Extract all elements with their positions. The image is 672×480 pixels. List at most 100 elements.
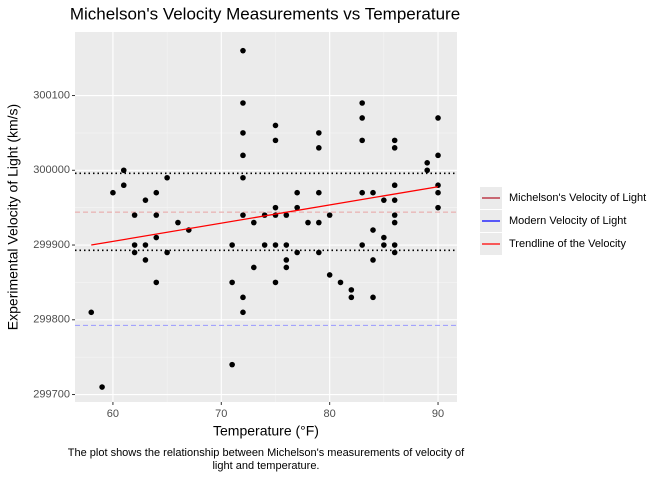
y-tick-label: 299800 (33, 314, 70, 326)
x-tick-label: 90 (432, 408, 444, 420)
data-point (240, 152, 246, 159)
data-point (272, 204, 279, 211)
data-point (229, 279, 235, 286)
caption: light and temperature. (212, 460, 319, 472)
x-tick-label: 70 (215, 408, 227, 420)
data-point (153, 279, 160, 286)
data-point (359, 100, 365, 106)
data-point (424, 167, 430, 174)
data-point (359, 189, 365, 196)
data-point (294, 249, 300, 256)
legend-label: Michelson's Velocity of Light (509, 192, 646, 204)
data-point (435, 152, 441, 159)
legend-label: Modern Velocity of Light (509, 215, 626, 227)
data-point (391, 219, 398, 226)
data-point (305, 219, 311, 226)
data-point (359, 242, 365, 248)
data-point (435, 115, 441, 121)
data-point (337, 279, 344, 286)
data-point (142, 242, 149, 248)
data-point (348, 287, 355, 293)
data-point (381, 234, 387, 241)
data-point (370, 227, 376, 233)
data-point (240, 130, 246, 136)
data-point (153, 212, 160, 218)
data-point (164, 174, 170, 181)
data-point (131, 212, 138, 218)
data-point (370, 294, 376, 301)
data-point (381, 242, 387, 248)
data-point (370, 189, 376, 196)
data-point (370, 257, 376, 263)
chart-title: Michelson's Velocity Measurements vs Tem… (70, 4, 460, 23)
x-tick-label: 60 (107, 408, 119, 420)
data-point (283, 242, 290, 248)
data-point (120, 167, 127, 174)
data-point (88, 309, 95, 316)
data-point (251, 264, 257, 271)
data-point (391, 212, 398, 218)
data-point (283, 264, 290, 271)
x-tick-label: 80 (324, 408, 336, 420)
y-tick-label: 299700 (33, 388, 70, 400)
data-point (316, 130, 322, 136)
data-point (381, 197, 387, 203)
y-tick-label: 299900 (33, 239, 70, 251)
data-point (391, 137, 398, 144)
data-point (240, 100, 246, 106)
data-point (272, 137, 279, 144)
data-point (153, 189, 160, 196)
x-axis-label: Temperature (°F) (213, 423, 319, 439)
data-point (120, 182, 127, 189)
data-point (391, 197, 398, 203)
data-point (435, 204, 441, 211)
data-point (294, 189, 300, 196)
data-point (391, 242, 398, 248)
data-point (272, 242, 279, 248)
data-point (131, 249, 138, 256)
data-point (240, 294, 246, 301)
data-point (142, 197, 149, 203)
data-point (272, 279, 279, 286)
data-point (283, 212, 290, 218)
data-point (283, 257, 290, 263)
data-point (348, 294, 355, 301)
data-point (316, 189, 322, 196)
data-point (153, 234, 160, 241)
data-point (391, 249, 398, 256)
legend-label: Trendline of the Velocity (509, 238, 626, 250)
data-point (240, 309, 246, 316)
data-point (251, 219, 257, 226)
data-point (99, 384, 105, 390)
data-point (142, 257, 149, 263)
trendline (91, 186, 439, 246)
data-point (316, 249, 322, 256)
data-point (424, 160, 430, 166)
data-point (326, 212, 333, 218)
y-tick-label: 300100 (33, 89, 70, 101)
data-point (131, 242, 138, 248)
data-point (326, 272, 333, 278)
data-point (272, 122, 279, 129)
data-point (240, 47, 246, 54)
data-point (175, 219, 181, 226)
data-point (435, 189, 441, 196)
data-point (229, 242, 235, 248)
data-point (294, 204, 300, 211)
data-point (316, 145, 322, 151)
data-point (391, 182, 398, 189)
data-point (261, 242, 268, 248)
data-point (240, 212, 246, 218)
y-axis-label: Experimental Velocity of Light (km/s) (5, 104, 21, 330)
data-point (391, 145, 398, 151)
caption: The plot shows the relationship between … (68, 447, 465, 459)
y-tick-label: 300000 (33, 164, 70, 176)
data-point (240, 174, 246, 181)
data-point (164, 249, 170, 256)
data-point (359, 115, 365, 121)
data-point (229, 361, 235, 368)
data-point (110, 189, 116, 196)
data-point (316, 219, 322, 226)
data-point (359, 137, 365, 144)
